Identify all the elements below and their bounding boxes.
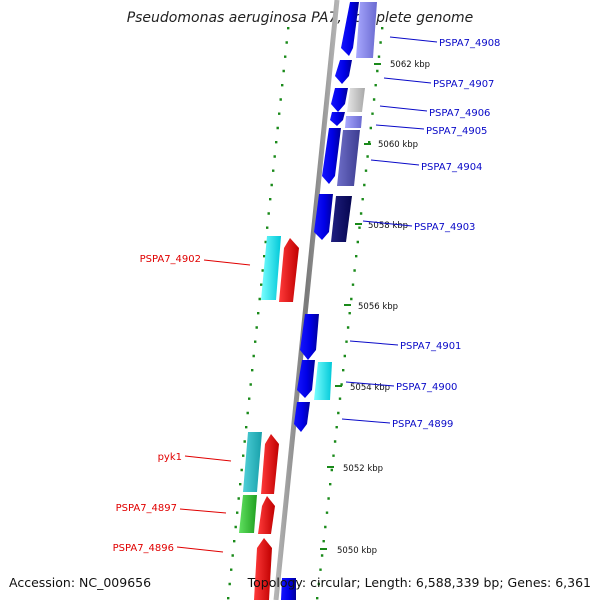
right-dotted-guide <box>316 27 384 600</box>
gene-arrow[interactable] <box>314 194 333 240</box>
gene-arrow[interactable] <box>331 196 352 242</box>
tick-label: 5058 kbp <box>368 221 408 231</box>
gene-arrow[interactable] <box>314 362 332 400</box>
label-leader <box>345 381 395 387</box>
gene-label[interactable]: PSPA7_4901 <box>400 341 461 352</box>
scale-ticks: 5062 kbp 5060 kbp 5058 kbp 5056 kbp 5054… <box>320 60 430 556</box>
reverse-strand-genes <box>239 236 299 600</box>
gene-arrow[interactable] <box>330 112 345 126</box>
label-leader <box>341 418 391 424</box>
label-leader <box>379 105 428 112</box>
genome-backbone <box>273 0 340 600</box>
gene-label[interactable]: PSPA7_4900 <box>396 382 457 393</box>
gene-arrow[interactable] <box>261 434 279 494</box>
gene-arrow[interactable] <box>258 496 275 534</box>
gene-label[interactable]: PSPA7_4906 <box>429 108 490 119</box>
gene-label[interactable]: PSPA7_4904 <box>421 162 482 173</box>
gene-label[interactable]: PSPA7_4902 <box>140 254 201 265</box>
left-dotted-guide <box>227 27 290 600</box>
map-title: Pseudomonas aeruginosa PA7, complete gen… <box>126 10 474 26</box>
label-leader <box>184 455 232 462</box>
gene-label[interactable]: PSPA7_4905 <box>426 126 487 137</box>
gene-arrow[interactable] <box>294 402 310 432</box>
tick-label: 5054 kbp <box>350 383 390 393</box>
topology-info: Topology: circular; Length: 6,588,339 bp… <box>247 575 591 590</box>
tick-label: 5050 kbp <box>337 546 377 556</box>
gene-label[interactable]: PSPA7_4896 <box>113 543 174 554</box>
accession-info: Accession: NC_009656 <box>9 575 152 590</box>
gene-arrow[interactable] <box>281 578 296 600</box>
forward-gene-labels: PSPA7_4908 PSPA7_4907 PSPA7_4906 PSPA7_4… <box>341 36 500 430</box>
gene-label[interactable]: PSPA7_4897 <box>116 503 177 514</box>
gene-label[interactable]: pyk1 <box>158 452 182 463</box>
forward-strand-genes <box>281 2 377 600</box>
ruler-guides <box>227 27 384 600</box>
label-leader <box>362 220 413 227</box>
gene-arrow[interactable] <box>254 538 272 600</box>
tick-label: 5062 kbp <box>390 60 430 70</box>
label-leader <box>375 124 425 130</box>
gene-arrow[interactable] <box>337 130 360 186</box>
label-leader <box>349 340 399 346</box>
gene-arrow[interactable] <box>322 128 341 184</box>
gene-arrow[interactable] <box>297 360 315 398</box>
gene-arrow[interactable] <box>345 116 362 128</box>
tick-label: 5056 kbp <box>358 302 398 312</box>
tick-label: 5052 kbp <box>343 464 383 474</box>
gene-label[interactable]: PSPA7_4899 <box>392 419 453 430</box>
gene-arrow[interactable] <box>243 432 262 492</box>
gene-arrow[interactable] <box>331 88 348 112</box>
gene-arrow[interactable] <box>279 238 299 302</box>
gene-arrow[interactable] <box>356 2 377 58</box>
label-leader <box>370 159 420 166</box>
gene-label[interactable]: PSPA7_4907 <box>433 79 494 90</box>
label-leader <box>176 546 224 553</box>
reverse-gene-labels: PSPA7_4902 pyk1 PSPA7_4897 PSPA7_4896 <box>113 254 251 554</box>
label-leader <box>203 259 251 266</box>
label-leader <box>383 77 432 84</box>
gene-arrow[interactable] <box>300 314 319 360</box>
tick-label: 5060 kbp <box>378 140 418 150</box>
gene-label[interactable]: PSPA7_4903 <box>414 222 475 233</box>
gene-arrow[interactable] <box>341 2 359 56</box>
gene-arrow[interactable] <box>261 236 281 300</box>
label-leader <box>389 36 438 43</box>
gene-arrow[interactable] <box>347 88 365 112</box>
gene-label[interactable]: PSPA7_4908 <box>439 38 500 49</box>
gene-arrow[interactable] <box>239 495 257 533</box>
label-leader <box>179 508 227 514</box>
gene-arrow[interactable] <box>335 60 352 84</box>
